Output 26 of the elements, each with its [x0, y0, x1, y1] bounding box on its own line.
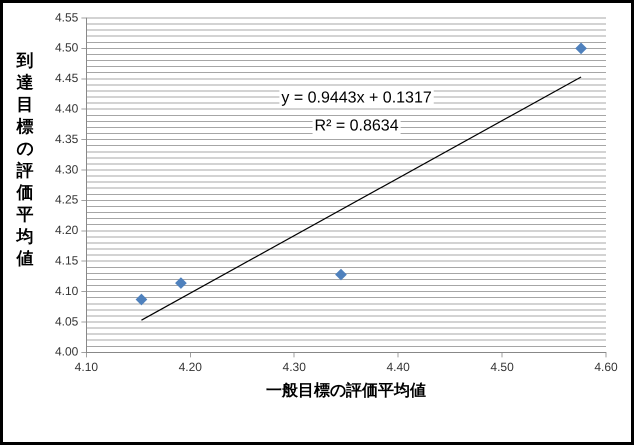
x-tick-label: 4.30 — [282, 360, 306, 374]
y-tick-label: 4.50 — [54, 40, 79, 55]
x-axis-title: 一般目標の評価平均値 — [266, 380, 426, 400]
x-tick-label: 4.20 — [178, 360, 202, 374]
point — [575, 42, 587, 54]
x-tick-label: 4.40 — [386, 360, 410, 374]
annotation: y = 0.9443x + 0.1317 — [281, 89, 432, 106]
point — [136, 294, 148, 306]
y-tick-label: 4.30 — [54, 162, 79, 176]
y-tick-label: 4.55 — [54, 10, 79, 24]
x-tick-label: 4.60 — [594, 360, 618, 374]
y-tick-label: 4.40 — [54, 102, 79, 116]
text: 到達目標の評価平均値 — [16, 51, 34, 269]
y-tick-label: 4.35 — [54, 132, 79, 146]
x-tick-label: 4.50 — [490, 360, 514, 374]
y-tick-label: 4.00 — [54, 344, 79, 359]
y-tick-label: 4.45 — [54, 71, 79, 86]
x-tick-label: 4.10 — [74, 360, 98, 374]
y-tick-label: 4.20 — [54, 223, 79, 238]
point — [335, 268, 347, 280]
point — [175, 277, 187, 289]
y-tick-label: 4.25 — [54, 192, 79, 207]
y-tick-label: 4.05 — [54, 314, 79, 328]
y-tick-label: 4.10 — [54, 284, 79, 298]
y-tick-label: 4.15 — [54, 254, 79, 268]
annotation: R² = 0.8634 — [314, 117, 399, 134]
